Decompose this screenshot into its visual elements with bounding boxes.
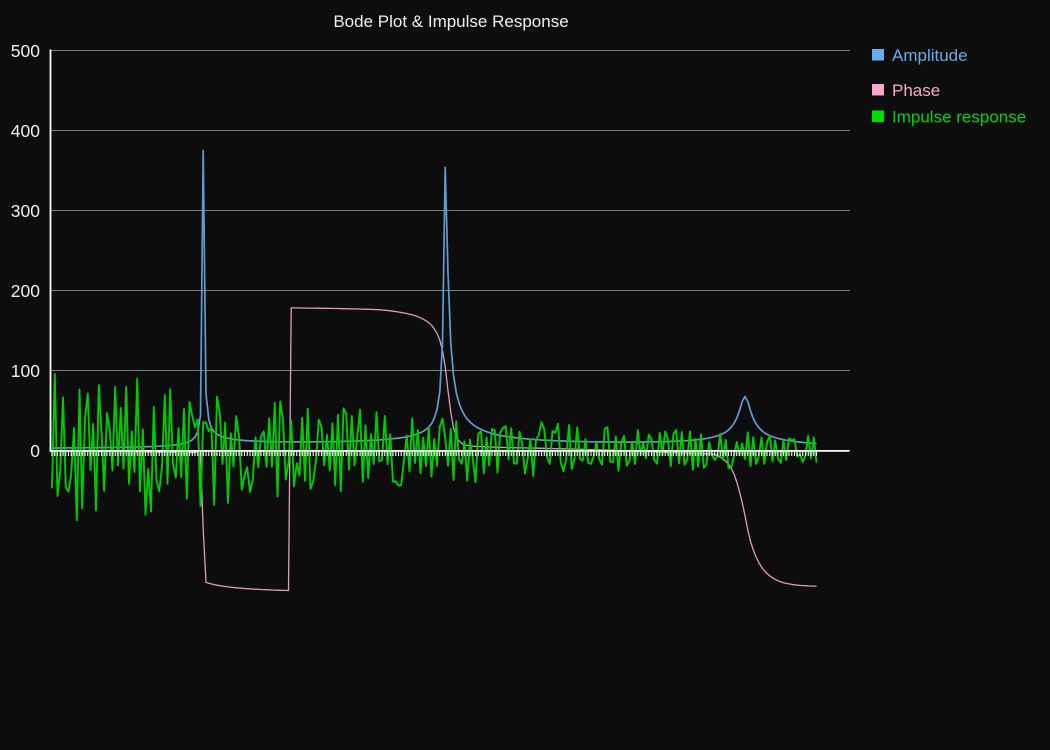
svg-text:Phase: Phase (892, 81, 940, 100)
svg-text:Amplitude: Amplitude (892, 46, 968, 65)
svg-text:100: 100 (11, 361, 40, 381)
svg-text:0: 0 (30, 441, 40, 461)
svg-text:400: 400 (11, 121, 40, 141)
svg-text:300: 300 (11, 201, 40, 221)
svg-text:Bode Plot & Impulse Response: Bode Plot & Impulse Response (333, 12, 568, 31)
svg-text:Impulse response: Impulse response (892, 108, 1026, 127)
svg-text:200: 200 (11, 281, 40, 301)
svg-text:500: 500 (11, 41, 40, 61)
